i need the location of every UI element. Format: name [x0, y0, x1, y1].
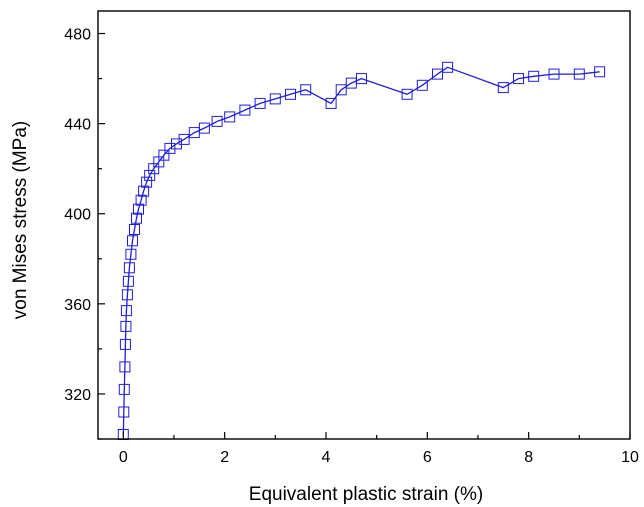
x-tick-label: 8 — [524, 449, 533, 466]
x-tick-label: 4 — [322, 449, 331, 466]
y-axis: 320 360 400 440 480 — [64, 27, 105, 439]
y-tick-label: 320 — [64, 387, 91, 404]
x-axis: 0 2 4 6 8 10 — [119, 432, 639, 466]
y-tick-label: 440 — [64, 117, 91, 134]
data-points — [118, 62, 604, 439]
y-axis-title: von Mises stress (MPa) — [10, 121, 31, 319]
series-line — [123, 67, 599, 434]
y-tick-label: 480 — [64, 27, 91, 44]
x-tick-label: 6 — [423, 449, 432, 466]
y-tick-label: 360 — [64, 297, 91, 314]
x-tick-label: 2 — [220, 449, 229, 466]
plot-frame — [98, 11, 630, 439]
x-tick-label: 10 — [621, 449, 639, 466]
x-axis-title: Equivalent plastic strain (%) — [249, 484, 483, 505]
y-tick-label: 400 — [64, 207, 91, 224]
x-tick-label: 0 — [119, 449, 128, 466]
